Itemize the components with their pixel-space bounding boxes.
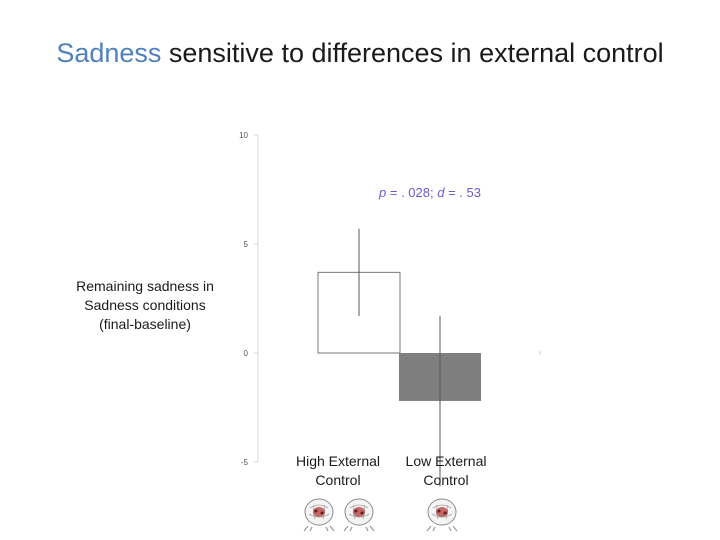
d-symbol: d (437, 185, 445, 200)
y-tick-label: 0 (244, 349, 249, 358)
brain-icon (426, 498, 458, 532)
x-category-label-line: Low External (405, 453, 487, 469)
y-tick-label: 10 (239, 131, 248, 140)
y-tick-label: 5 (244, 240, 249, 249)
x-category-label-high: High External Control (283, 452, 393, 490)
significance-annotation: p = . 028; d = . 53 (330, 185, 530, 200)
y-axis-label-line: Remaining sadness in (76, 278, 214, 294)
brain-icon (303, 498, 335, 532)
title-rest: sensitive to differences in external con… (161, 38, 664, 68)
x-category-label-line: Control (423, 472, 469, 488)
page-title: Sadness sensitive to differences in exte… (0, 38, 720, 69)
x-category-label-line: Control (315, 472, 361, 488)
y-axis-label-line: Sadness conditions (84, 297, 206, 313)
high-control-icons (302, 496, 376, 532)
p-value: = . 028; (386, 185, 438, 200)
d-value: = . 53 (444, 185, 481, 200)
title-accent: Sadness (56, 38, 162, 68)
y-axis-label-line: (final-baseline) (99, 316, 191, 332)
y-tick-label: -5 (241, 458, 249, 467)
x-category-label-low: Low External Control (391, 452, 501, 490)
x-category-label-line: High External (295, 453, 381, 469)
brain-icon (343, 498, 375, 532)
y-axis-label: Remaining sadness in Sadness conditions … (60, 277, 230, 334)
p-symbol: p (379, 185, 387, 200)
low-control-icons (425, 496, 459, 532)
